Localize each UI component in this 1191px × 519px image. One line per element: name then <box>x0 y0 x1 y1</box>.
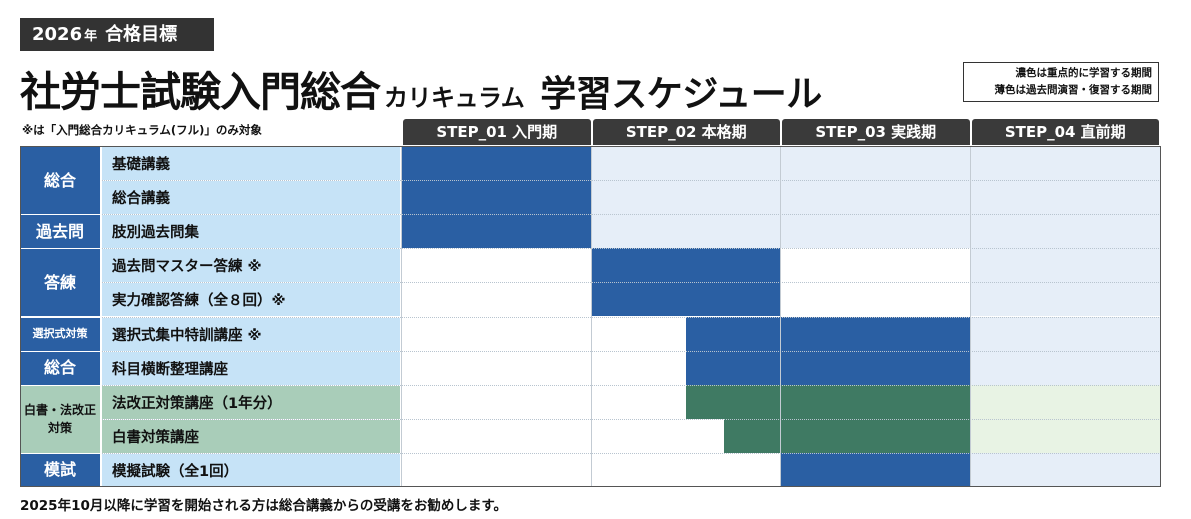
course-label: 総合講義 <box>102 181 400 215</box>
scope-note: ※は「入門総合カリキュラム(フル)」のみ対象 <box>22 123 262 137</box>
step-divider <box>590 146 592 487</box>
row-divider <box>102 452 1161 454</box>
course-label: 過去問マスター答練 ※ <box>102 249 400 283</box>
course-label: 選択式集中特訓講座 ※ <box>102 317 400 351</box>
page-title: 社労士試験入門総合 カリキュラム 学習スケジュール <box>20 58 822 116</box>
title-main: 社労士試験入門総合 <box>20 68 381 116</box>
title-end: 学習スケジュール <box>540 74 822 115</box>
schedule-grid: 基礎講義 総合講義 肢別過去問集 過去問マスター答練 ※ 実力確認答練（全８回）※ 選択式… <box>20 146 1161 487</box>
focus-period-bar <box>591 282 781 317</box>
review-period-bar <box>970 452 1160 487</box>
review-period-bar <box>970 248 1160 283</box>
review-period-bar <box>591 214 1160 249</box>
step-divider <box>780 146 781 487</box>
badge-nen: 年 <box>84 29 98 44</box>
row-divider <box>102 384 1161 386</box>
category-label: 白書・法改正 対策 <box>20 385 100 453</box>
focus-period-bar <box>781 452 971 487</box>
focus-period-bar <box>591 248 781 283</box>
course-label: 法改正対策講座（1年分） <box>102 385 400 419</box>
focus-period-bar <box>402 180 592 215</box>
review-period-bar <box>970 316 1160 351</box>
legend-light-text: 薄色は過去問演習・復習する期間 <box>994 84 1153 96</box>
row-divider <box>102 350 1161 352</box>
badge-year: 2026 <box>32 24 83 45</box>
review-period-bar <box>970 282 1160 317</box>
badge-goal: 合格目標 <box>105 24 178 45</box>
category-label: 選択式対策 <box>20 317 100 351</box>
course-label: 肢別過去問集 <box>102 215 400 249</box>
review-period-bar <box>970 350 1160 385</box>
category-label: 過去問 <box>20 215 100 249</box>
focus-period-bar <box>686 316 971 351</box>
step-header-3: STEP_03 実践期 <box>782 119 970 145</box>
category-label: 答練 <box>20 249 100 317</box>
category-label: 模試 <box>20 453 100 487</box>
focus-period-bar <box>402 214 592 249</box>
category-label: 総合 <box>20 147 100 215</box>
review-period-bar <box>591 180 1160 215</box>
row-divider <box>102 316 1161 318</box>
focus-period-bar <box>686 350 971 385</box>
course-label: 白書対策講座 <box>102 419 400 453</box>
row-divider <box>102 418 1161 420</box>
step-header-2: STEP_02 本格期 <box>592 119 780 145</box>
row-divider <box>102 282 1161 284</box>
title-sub: カリキュラム <box>384 84 525 112</box>
footer-note: 2025年10月以降に学習を開始される方は総合講義からの受講をお勧めします。 <box>20 498 508 514</box>
review-period-bar <box>970 418 1160 453</box>
course-label: 科目横断整理講座 <box>102 351 400 385</box>
step-header-1: STEP_01 入門期 <box>403 119 591 145</box>
focus-period-bar <box>724 418 971 453</box>
step-divider <box>969 146 971 487</box>
step-divider <box>401 146 402 487</box>
course-label: 基礎講義 <box>102 147 400 181</box>
row-divider <box>102 180 1161 182</box>
row-divider <box>102 248 1161 250</box>
course-label: 実力確認答練（全８回）※ <box>102 283 400 317</box>
course-label: 模擬試験（全1回） <box>102 453 400 487</box>
color-legend: 濃色は重点的に学習する期間 薄色は過去問演習・復習する期間 <box>963 62 1159 102</box>
legend-dark-text: 濃色は重点的に学習する期間 <box>1015 67 1153 79</box>
focus-period-bar <box>402 146 592 181</box>
review-period-bar <box>970 384 1160 419</box>
row-divider <box>102 214 1161 216</box>
focus-period-bar <box>686 384 971 419</box>
review-period-bar <box>591 146 1160 181</box>
goal-badge: 2026 年合格目標 <box>20 18 214 51</box>
step-header-4: STEP_04 直前期 <box>971 119 1159 145</box>
category-label: 総合 <box>20 351 100 385</box>
